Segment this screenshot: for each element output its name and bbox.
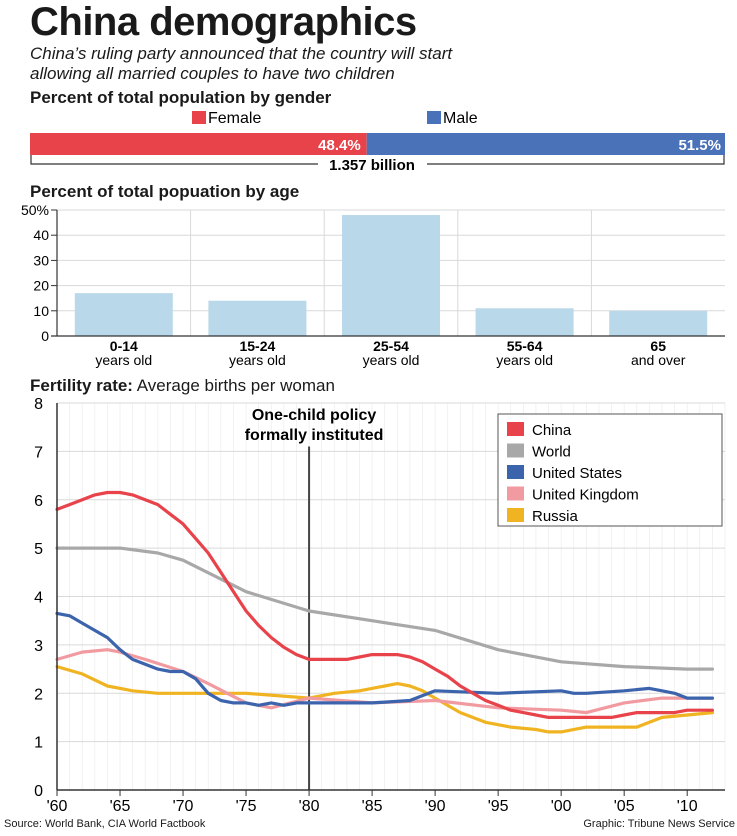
fert-xtick-label: '10 <box>677 798 698 815</box>
age-bar <box>475 308 574 336</box>
legend-label: World <box>532 444 571 461</box>
age-category-sublabel: years old <box>496 352 553 368</box>
page-title: China demographics <box>30 0 417 44</box>
policy-annotation-line-1: One-child policy <box>252 407 377 424</box>
male-legend-swatch <box>427 111 441 124</box>
legend-swatch <box>507 422 524 436</box>
total-population-label: 1.357 billion <box>329 157 415 174</box>
fert-xtick-label: '00 <box>551 798 572 815</box>
age-ytick-label: 50% <box>21 202 49 218</box>
female-legend-swatch <box>192 111 206 124</box>
series-line-russia <box>55 665 714 734</box>
series-line-united-states <box>55 611 714 707</box>
fert-ytick-label: 6 <box>34 493 43 510</box>
fertility-title-rest: Average births per woman <box>132 376 335 395</box>
age-category-sublabel: years old <box>363 352 420 368</box>
age-category-label: 55-64 <box>507 338 543 354</box>
total-bracket <box>30 155 725 165</box>
age-category-sublabel: years old <box>95 352 152 368</box>
fertility-chart: 0 1 2 3 4 5 6 7 8 '60 '65 '70 '75 '80 '85 '90 '95 '00 '05 '… <box>34 396 726 815</box>
fert-ytick-label: 4 <box>34 590 43 607</box>
fert-xtick-label: '85 <box>362 798 383 815</box>
legend-swatch <box>507 486 524 501</box>
policy-annotation-line-2: formally instituted <box>245 427 384 444</box>
series-line-united-kingdom <box>55 648 714 715</box>
legend-swatch <box>507 443 524 458</box>
fert-xtick-label: '90 <box>425 798 446 815</box>
legend-label: Russia <box>532 508 579 525</box>
legend-swatch <box>507 508 524 522</box>
legend-label: United States <box>532 465 622 482</box>
age-bar <box>208 300 307 336</box>
age-category-label: 15-24 <box>239 338 275 354</box>
age-ytick-label: 0 <box>41 328 49 344</box>
fert-ytick-label: 5 <box>34 541 43 558</box>
legend-label: China <box>532 422 572 439</box>
fertility-section-title: Fertility rate: Average births per woman <box>30 376 335 396</box>
gender-chart: Female Male 48.4% 51.5% 1.357 billion <box>30 110 725 174</box>
fert-xtick-label: '95 <box>488 798 509 815</box>
fert-xtick-label: '05 <box>614 798 635 815</box>
age-ytick-label: 40 <box>33 227 49 243</box>
subtitle-line-2: allowing all married couples to have two… <box>30 64 395 83</box>
age-ytick-label: 30 <box>33 252 49 268</box>
fert-xtick-label: '70 <box>173 798 194 815</box>
credit-note: Graphic: Tribune News Service <box>583 818 735 830</box>
fert-ytick-label: 8 <box>34 396 43 413</box>
fertility-title-bold: Fertility rate: <box>30 376 133 395</box>
series-line-world <box>55 546 714 671</box>
male-bar <box>366 133 725 155</box>
fert-ytick-label: 2 <box>34 686 43 703</box>
female-bar <box>30 133 367 155</box>
age-ytick-label: 10 <box>33 303 49 319</box>
male-value-label: 51.5% <box>678 137 721 154</box>
fert-ytick-label: 3 <box>34 638 43 655</box>
fert-xtick-label: '60 <box>47 798 68 815</box>
fert-ytick-label: 1 <box>34 735 43 752</box>
fert-xtick-label: '80 <box>299 798 320 815</box>
age-section-title: Percent of total popuation by age <box>30 182 300 201</box>
age-category-sublabel: years old <box>229 352 286 368</box>
fert-ytick-label: 0 <box>34 783 43 800</box>
male-legend-label: Male <box>443 110 478 127</box>
legend-swatch <box>507 465 524 479</box>
age-category-sublabel: and over <box>631 352 686 368</box>
fert-xtick-label: '65 <box>110 798 131 815</box>
age-bar <box>74 293 173 336</box>
age-category-label: 25-54 <box>373 338 409 354</box>
female-legend-label: Female <box>208 110 261 127</box>
age-bar <box>609 310 708 336</box>
gender-section-title: Percent of total population by gender <box>30 88 332 107</box>
series-line-china <box>55 490 714 719</box>
age-category-label: 0-14 <box>110 338 138 354</box>
age-ytick-label: 20 <box>33 278 49 294</box>
fert-ytick-label: 7 <box>34 444 43 461</box>
female-value-label: 48.4% <box>318 137 361 154</box>
legend-box <box>497 413 723 527</box>
fert-xtick-label: '75 <box>236 798 257 815</box>
legend-label: United Kingdom <box>532 487 639 504</box>
age-bar <box>342 215 440 336</box>
source-note: Source: World Bank, CIA World Factbook <box>4 818 206 830</box>
age-category-label: 65 <box>650 338 666 354</box>
subtitle-line-1: China’s ruling party announced that the … <box>30 44 453 63</box>
subtitle: China’s ruling party announced that the … <box>30 44 720 84</box>
